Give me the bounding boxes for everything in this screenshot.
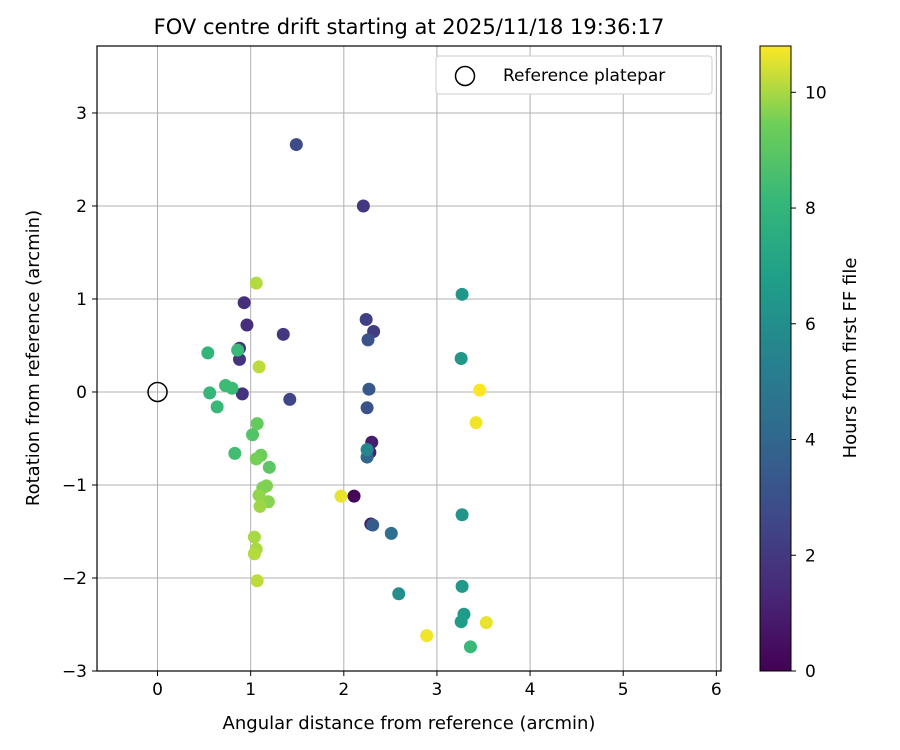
y-tick-label: 3 (76, 104, 87, 124)
data-point (479, 616, 493, 630)
y-tick-label: 0 (76, 383, 87, 403)
data-point (252, 360, 266, 374)
colorbar-tick-label: 8 (805, 199, 816, 219)
colorbar-label: Hours from first FF file (840, 258, 861, 459)
data-point (362, 382, 376, 396)
legend: Reference platepar (435, 55, 713, 95)
data-point (356, 199, 370, 213)
data-point (455, 508, 469, 522)
data-point (463, 640, 477, 654)
x-grid (157, 46, 717, 671)
x-tick-label: 4 (525, 680, 536, 700)
x-tick-label: 1 (245, 680, 256, 700)
x-tick-label: 3 (432, 680, 443, 700)
reference-platepar-marker (147, 381, 168, 403)
colorbar-gradient (759, 45, 792, 672)
x-tick-label: 2 (338, 680, 349, 700)
data-point (454, 352, 468, 365)
data-point (262, 460, 276, 474)
y-axis-ticks: −3 −2 −1 0 1 2 3 (62, 104, 97, 682)
data-point (250, 417, 264, 431)
data-point (289, 138, 303, 152)
y-tick-label: −3 (62, 662, 87, 682)
colorbar-tick-label: 10 (805, 83, 827, 103)
data-point (359, 312, 373, 326)
data-point (334, 489, 348, 503)
colorbar-tick-label: 2 (805, 546, 816, 566)
data-point (250, 574, 264, 588)
x-tick-label: 0 (152, 680, 163, 700)
data-point (455, 287, 469, 301)
data-point (361, 333, 375, 347)
legend-reference-label: Reference platepar (503, 66, 665, 86)
colorbar-tick-label: 6 (805, 315, 816, 335)
colorbar-ticks: 0 2 4 6 8 10 (791, 83, 827, 682)
data-point (249, 452, 263, 466)
y-tick-label: −1 (62, 476, 87, 496)
data-point (469, 416, 483, 430)
data-point (347, 489, 361, 503)
colorbar: 0 2 4 6 8 10 Hours from first FF file (759, 45, 861, 682)
data-point (247, 547, 261, 561)
data-point (237, 296, 251, 310)
data-point (225, 381, 239, 395)
data-point (235, 387, 249, 401)
data-point (203, 386, 217, 400)
data-point (360, 443, 374, 457)
data-point (228, 446, 242, 460)
data-point (473, 383, 487, 397)
data-point (253, 499, 267, 513)
y-tick-label: −2 (62, 569, 87, 589)
data-points (201, 138, 493, 654)
data-point (231, 343, 245, 357)
y-tick-label: 2 (76, 197, 87, 217)
legend-box (435, 55, 713, 95)
data-point (210, 400, 224, 414)
y-tick-label: 1 (76, 290, 87, 310)
data-point (252, 488, 266, 502)
data-point (260, 479, 274, 493)
data-point (240, 318, 254, 332)
y-axis-label: Rotation from reference (arcmin) (23, 210, 44, 506)
chart-title: FOV centre drift starting at 2025/11/18 … (154, 15, 665, 39)
data-point (360, 401, 374, 415)
data-point (420, 629, 434, 643)
x-axis-label: Angular distance from reference (arcmin) (223, 713, 596, 734)
colorbar-tick-label: 4 (805, 431, 816, 451)
data-point (384, 526, 398, 540)
data-point (246, 428, 260, 442)
plot-area-frame (96, 45, 722, 672)
y-grid (97, 112, 721, 672)
x-tick-label: 5 (618, 680, 629, 700)
data-point (454, 615, 468, 629)
data-point (455, 579, 469, 593)
colorbar-tick-label: 0 (805, 662, 816, 682)
x-tick-label: 6 (711, 680, 722, 700)
legend-reference-marker (454, 65, 476, 87)
data-point (247, 530, 261, 544)
data-point (366, 518, 380, 532)
data-point (283, 392, 297, 406)
data-point (201, 346, 215, 360)
data-point (249, 276, 263, 290)
x-axis-ticks: 0 1 2 3 4 5 6 (152, 671, 722, 700)
data-point (276, 327, 290, 341)
data-point (392, 587, 406, 601)
